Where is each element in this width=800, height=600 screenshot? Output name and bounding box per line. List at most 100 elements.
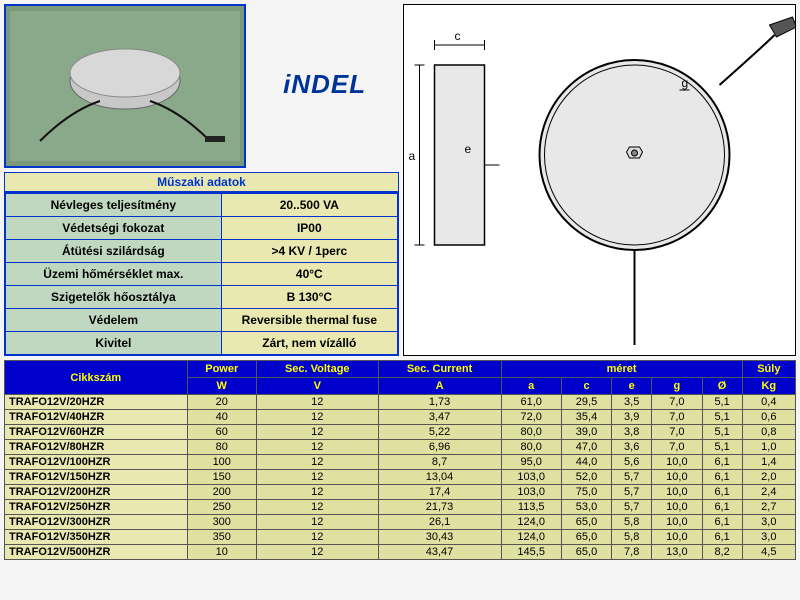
cell-value: 0,8 (742, 425, 795, 440)
spec-value: IP00 (221, 217, 398, 240)
cell-value: 5,22 (378, 425, 501, 440)
cell-value: 2,0 (742, 470, 795, 485)
dim-label: g (682, 76, 689, 90)
cell-value: 150 (187, 470, 256, 485)
dim-label: a (409, 149, 416, 163)
cell-value: 12 (256, 440, 378, 455)
technical-diagram: c a e g (403, 4, 796, 356)
cell-value: 72,0 (501, 410, 561, 425)
cell-value: 5,8 (612, 515, 652, 530)
cell-value: 12 (256, 500, 378, 515)
cell-value: 7,0 (652, 425, 702, 440)
cell-value: 5,7 (612, 485, 652, 500)
col-part: Cikkszám (5, 361, 188, 395)
spec-label: Névleges teljesítmény (5, 193, 221, 217)
cell-value: 12 (256, 530, 378, 545)
spec-label: Átütési szilárdság (5, 240, 221, 263)
cell-value: 13,0 (652, 545, 702, 560)
cell-value: 17,4 (378, 485, 501, 500)
col-weight: Súly (742, 361, 795, 378)
table-row: TRAFO12V/150HZR1501213,04103,052,05,710,… (5, 470, 796, 485)
cell-part: TRAFO12V/80HZR (5, 440, 188, 455)
spec-label: Szigetelők hőosztálya (5, 286, 221, 309)
col-dim: méret (501, 361, 742, 378)
spec-label: Üzemi hőmérséklet max. (5, 263, 221, 286)
cell-value: 10,0 (652, 455, 702, 470)
spec-table: Műszaki adatok Névleges teljesítmény20..… (4, 172, 399, 356)
cell-value: 12 (256, 425, 378, 440)
cell-value: 0,6 (742, 410, 795, 425)
cell-value: 26,1 (378, 515, 501, 530)
cell-value: 103,0 (501, 485, 561, 500)
cell-value: 6,1 (702, 530, 742, 545)
cell-value: 8,2 (702, 545, 742, 560)
spec-value: 20..500 VA (221, 193, 398, 217)
cell-value: 47,0 (561, 440, 611, 455)
cell-value: 65,0 (561, 530, 611, 545)
cell-value: 124,0 (501, 515, 561, 530)
cell-value: 103,0 (501, 470, 561, 485)
cell-value: 5,1 (702, 425, 742, 440)
cell-value: 10,0 (652, 530, 702, 545)
cell-value: 6,1 (702, 500, 742, 515)
cell-value: 100 (187, 455, 256, 470)
cell-part: TRAFO12V/250HZR (5, 500, 188, 515)
cell-value: 65,0 (561, 545, 611, 560)
cell-value: 8,7 (378, 455, 501, 470)
unit-secv: V (256, 378, 378, 395)
cell-value: 60 (187, 425, 256, 440)
cell-value: 61,0 (501, 395, 561, 410)
brand-logo: iNDEL (250, 4, 399, 164)
cell-value: 65,0 (561, 515, 611, 530)
cell-value: 3,0 (742, 530, 795, 545)
dimcol-Ø: Ø (702, 378, 742, 395)
cell-value: 30,43 (378, 530, 501, 545)
cell-value: 350 (187, 530, 256, 545)
cell-part: TRAFO12V/60HZR (5, 425, 188, 440)
dimcol-c: c (561, 378, 611, 395)
cell-value: 3,0 (742, 515, 795, 530)
spec-row: Üzemi hőmérséklet max.40°C (5, 263, 398, 286)
dimension-table: Cikkszám Power Sec. Voltage Sec. Current… (4, 360, 796, 560)
cell-value: 53,0 (561, 500, 611, 515)
cell-value: 6,96 (378, 440, 501, 455)
cell-value: 250 (187, 500, 256, 515)
col-secv: Sec. Voltage (256, 361, 378, 378)
cell-value: 3,47 (378, 410, 501, 425)
cell-value: 124,0 (501, 530, 561, 545)
table-row: TRAFO12V/20HZR20121,7361,029,53,57,05,10… (5, 395, 796, 410)
table-row: TRAFO12V/200HZR2001217,4103,075,05,710,0… (5, 485, 796, 500)
cell-value: 2,4 (742, 485, 795, 500)
cell-value: 80,0 (501, 440, 561, 455)
cell-value: 52,0 (561, 470, 611, 485)
cell-value: 5,7 (612, 500, 652, 515)
cell-value: 43,47 (378, 545, 501, 560)
cell-value: 0,4 (742, 395, 795, 410)
spec-label: Védetségi fokozat (5, 217, 221, 240)
cell-value: 3,8 (612, 425, 652, 440)
spec-label: Kivitel (5, 332, 221, 356)
cell-value: 40 (187, 410, 256, 425)
unit-power: W (187, 378, 256, 395)
cell-value: 95,0 (501, 455, 561, 470)
table-row: TRAFO12V/80HZR80126,9680,047,03,67,05,11… (5, 440, 796, 455)
photo-illustration-icon (10, 11, 240, 161)
cell-value: 5,1 (702, 395, 742, 410)
cell-value: 6,1 (702, 485, 742, 500)
dimcol-g: g (652, 378, 702, 395)
spec-title: Műszaki adatok (4, 172, 399, 192)
col-secc: Sec. Current (378, 361, 501, 378)
cell-value: 7,0 (652, 395, 702, 410)
cell-value: 5,6 (612, 455, 652, 470)
cell-value: 7,0 (652, 410, 702, 425)
col-power: Power (187, 361, 256, 378)
cell-value: 300 (187, 515, 256, 530)
cell-value: 10,0 (652, 470, 702, 485)
spec-row: Szigetelők hőosztályaB 130°C (5, 286, 398, 309)
cell-value: 5,8 (612, 530, 652, 545)
cell-value: 5,7 (612, 470, 652, 485)
cell-value: 21,73 (378, 500, 501, 515)
cell-value: 2,7 (742, 500, 795, 515)
cell-value: 10,0 (652, 515, 702, 530)
cell-value: 1,4 (742, 455, 795, 470)
